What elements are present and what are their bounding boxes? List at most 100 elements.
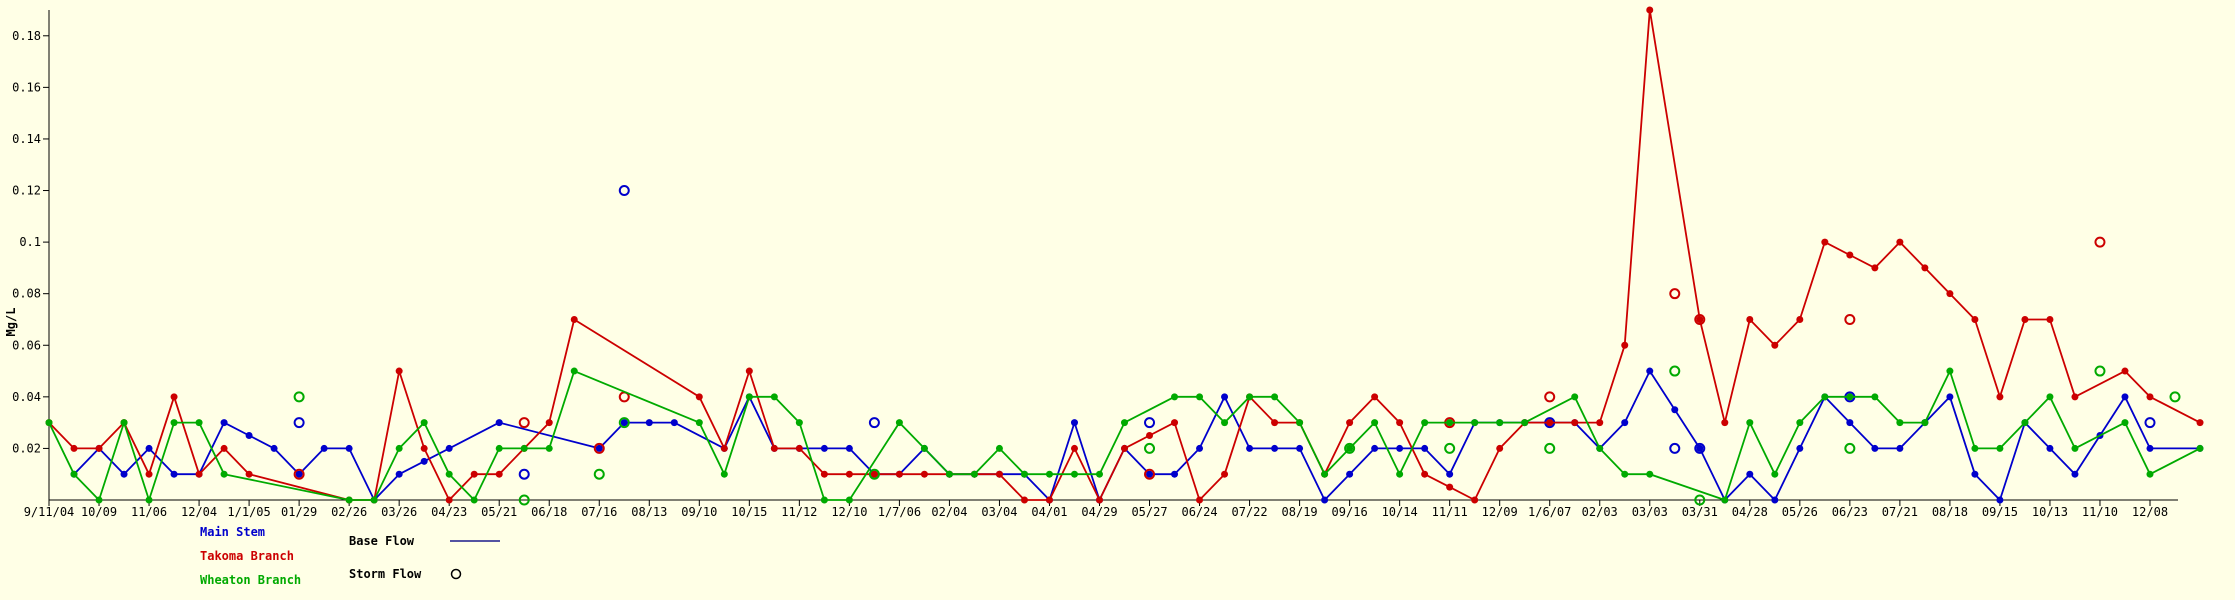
base-flow-point <box>995 444 1003 452</box>
base-flow-point <box>1346 419 1354 427</box>
base-flow-point <box>1396 470 1404 478</box>
base-flow-point <box>770 444 778 452</box>
base-flow-point <box>1796 315 1804 323</box>
base-flow-point <box>1221 419 1229 427</box>
legend-series-label: Wheaton Branch <box>200 573 301 587</box>
base-flow-point <box>1446 483 1454 491</box>
base-flow-point <box>1746 470 1754 478</box>
base-flow-point <box>795 444 803 452</box>
base-flow-point <box>370 496 378 504</box>
base-flow-point <box>1246 444 1254 452</box>
base-flow-point <box>1421 419 1429 427</box>
base-flow-point <box>970 470 978 478</box>
legend-series-label: Main Stem <box>200 525 265 539</box>
base-flow-point <box>2071 393 2079 401</box>
base-flow-point <box>1621 470 1629 478</box>
x-tick-label: 08/13 <box>631 505 667 519</box>
base-flow-point <box>1596 419 1604 427</box>
base-flow-point <box>1996 393 2004 401</box>
base-flow-point <box>820 444 828 452</box>
legend: Main Stem Takoma Branch Wheaton Branch Bas… <box>200 525 500 587</box>
base-flow-point <box>2071 444 2079 452</box>
base-flow-point <box>1346 470 1354 478</box>
base-flow-point <box>1371 444 1379 452</box>
base-flow-point <box>195 470 203 478</box>
storm-flow-point <box>618 417 630 429</box>
x-tick-label: 05/26 <box>1782 505 1818 519</box>
base-flow-point <box>2046 393 2054 401</box>
base-flow-point <box>1871 444 1879 452</box>
base-flow-point <box>1571 393 1579 401</box>
base-flow-point <box>445 444 453 452</box>
base-flow-point <box>1896 419 1904 427</box>
x-tick-label: 9/11/04 <box>24 505 75 519</box>
base-flow-point <box>1821 393 1829 401</box>
y-tick-label: 0.16 <box>12 80 41 94</box>
base-flow-point <box>420 419 428 427</box>
storm-flow-point <box>2094 236 2106 248</box>
storm-flow-point <box>1844 313 1856 325</box>
x-tick-label: 12/04 <box>181 505 217 519</box>
base-flow-point <box>145 496 153 504</box>
base-flow-point <box>2046 315 2054 323</box>
x-tick-label: 03/04 <box>981 505 1017 519</box>
x-tick-label: 06/23 <box>1832 505 1868 519</box>
series-line <box>48 370 2201 501</box>
base-flow-point <box>2121 419 2129 427</box>
base-flow-point <box>470 470 478 478</box>
storm-flow-point <box>1144 417 1156 429</box>
legend-storm-flow-label: Storm Flow <box>349 567 422 581</box>
base-flow-point <box>1696 444 1704 452</box>
base-flow-point <box>220 444 228 452</box>
base-flow-point <box>2121 367 2129 375</box>
storm-flow-point <box>1344 442 1356 454</box>
base-flow-point <box>1771 496 1779 504</box>
x-tick-label: 12/09 <box>1482 505 1518 519</box>
storm-flow-point <box>518 494 530 506</box>
x-tick-label: 02/04 <box>931 505 967 519</box>
x-tick-label: 06/24 <box>1181 505 1217 519</box>
y-axis-label: Mg/L <box>4 308 18 337</box>
base-flow-point <box>1646 470 1654 478</box>
storm-flow-point <box>518 417 530 429</box>
x-tick-label: 09/15 <box>1982 505 2018 519</box>
storm-flow-point <box>1694 313 1706 325</box>
base-flow-point <box>2196 419 2204 427</box>
base-flow-point <box>220 470 228 478</box>
base-flow-point <box>1271 444 1279 452</box>
storm-flow-point <box>2144 417 2156 429</box>
x-tick-label: 03/31 <box>1682 505 1718 519</box>
base-flow-point <box>1321 496 1329 504</box>
base-flow-point <box>845 444 853 452</box>
base-flow-point <box>445 470 453 478</box>
x-tick-label: 04/29 <box>1081 505 1117 519</box>
base-flow-point <box>2146 444 2154 452</box>
base-flow-point <box>2071 470 2079 478</box>
base-flow-point <box>345 496 353 504</box>
y-tick-label: 0.06 <box>12 338 41 352</box>
base-flow-point <box>895 419 903 427</box>
base-flow-point <box>1045 470 1053 478</box>
base-flow-point <box>70 470 78 478</box>
base-flow-point <box>1171 419 1179 427</box>
x-tick-label: 07/21 <box>1882 505 1918 519</box>
base-flow-point <box>1271 419 1279 427</box>
base-flow-point <box>1070 419 1078 427</box>
base-flow-point <box>1571 419 1579 427</box>
y-tick-label: 0.14 <box>12 132 41 146</box>
base-flow-point <box>170 419 178 427</box>
base-flow-point <box>220 419 228 427</box>
storm-flow-point <box>1444 442 1456 454</box>
base-flow-point <box>2121 393 2129 401</box>
base-flow-point <box>1746 315 1754 323</box>
y-tick-label: 0.1 <box>19 235 41 249</box>
base-flow-point <box>620 419 628 427</box>
base-flow-point <box>170 470 178 478</box>
base-flow-point <box>1396 444 1404 452</box>
base-flow-point <box>1196 496 1204 504</box>
base-flow-point <box>1871 264 1879 272</box>
base-flow-point <box>1871 393 1879 401</box>
x-tick-label: 10/09 <box>81 505 117 519</box>
base-flow-point <box>1921 419 1929 427</box>
storm-flow-point <box>1669 365 1681 377</box>
